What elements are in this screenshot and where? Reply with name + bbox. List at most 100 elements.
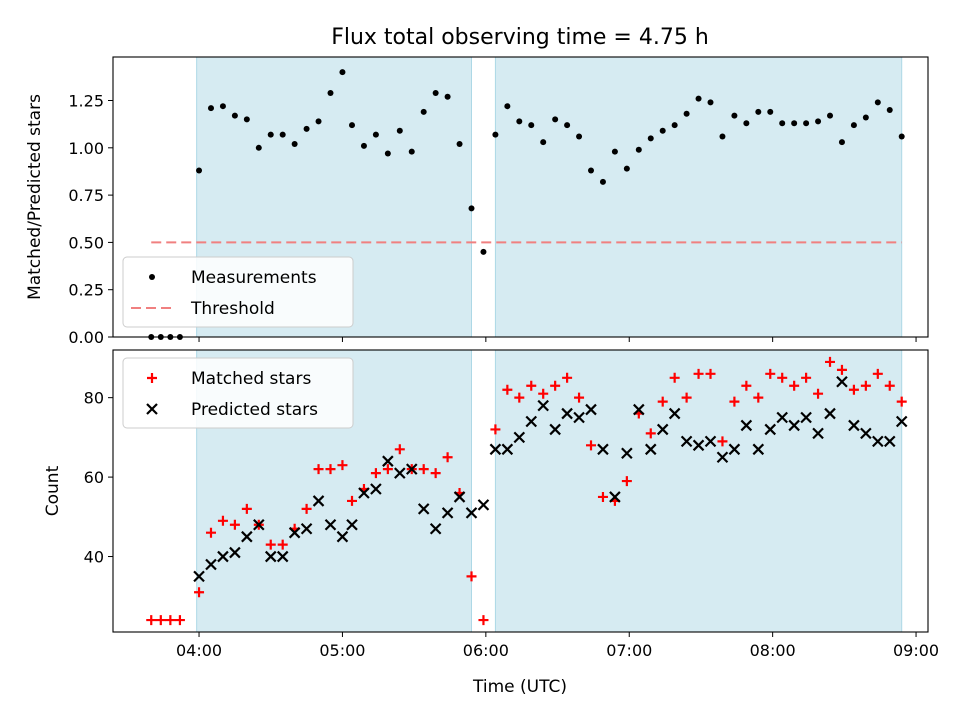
x-point — [883, 435, 896, 448]
x-point — [800, 411, 812, 424]
measurement-point — [743, 120, 750, 127]
plus-point — [645, 428, 656, 439]
measurement-point — [267, 131, 274, 138]
measurement-point — [540, 139, 547, 146]
plus-point — [146, 615, 157, 626]
plus-point — [265, 539, 276, 550]
plus-point — [789, 380, 800, 391]
measurement-point — [671, 122, 678, 129]
x-point — [597, 443, 609, 456]
y-tick-label: 0.50 — [68, 233, 104, 252]
measurement-point — [874, 99, 881, 106]
axes-frame — [112, 56, 929, 338]
x-point — [644, 443, 657, 456]
measurement-point — [791, 120, 798, 127]
plus-point — [370, 468, 381, 479]
x-point — [872, 435, 884, 448]
measurement-point — [803, 120, 810, 127]
plus-point — [514, 392, 525, 403]
x-point — [656, 423, 669, 436]
measurement-point — [707, 99, 714, 106]
y-tick-label: 80 — [84, 389, 104, 408]
measurement-point — [456, 141, 463, 148]
measurement-point — [898, 133, 905, 140]
measurement-point — [623, 165, 630, 172]
measurement-point — [767, 108, 774, 115]
plus-point — [229, 519, 240, 530]
plus-point — [741, 380, 752, 391]
measurement-point — [384, 150, 391, 157]
plus-point — [896, 396, 907, 407]
x-point — [621, 447, 633, 460]
x-point — [441, 507, 454, 519]
x-point — [346, 518, 358, 531]
measurement-point — [719, 133, 726, 140]
x-point — [193, 570, 205, 583]
plus-point — [836, 364, 847, 375]
measurement-point — [315, 118, 322, 125]
plus-point — [301, 503, 312, 514]
x-point — [573, 411, 585, 424]
x-point — [728, 443, 741, 456]
y-tick-label: 0.00 — [68, 328, 104, 347]
x-point — [824, 407, 836, 420]
plus-point — [277, 539, 288, 550]
x-point — [370, 483, 382, 495]
measurement-point — [303, 125, 310, 132]
x-point — [513, 431, 526, 444]
legend-matched-marker — [147, 373, 157, 383]
legend-label: Measurements — [191, 268, 317, 288]
measurement-point — [504, 103, 511, 110]
x-point — [609, 491, 621, 503]
measurement-point — [683, 110, 690, 117]
x-point — [358, 487, 370, 499]
plus-point — [466, 571, 477, 582]
x-point — [501, 443, 514, 456]
x-point — [253, 518, 265, 531]
legend-box — [122, 256, 354, 328]
x-point — [585, 403, 597, 416]
plus-point — [597, 491, 608, 502]
observing-window-band — [494, 349, 903, 633]
measurement-point — [291, 141, 298, 148]
x-point — [680, 435, 693, 448]
plus-point — [430, 468, 441, 479]
measurement-point — [372, 131, 379, 138]
x-point — [549, 423, 561, 436]
observing-window-band — [494, 56, 903, 338]
plus-point — [860, 380, 871, 391]
x-point — [788, 419, 800, 432]
y-tick-label: 0.25 — [68, 281, 104, 300]
measurement-point — [528, 122, 535, 129]
plus-point — [538, 388, 549, 399]
measurement-point — [815, 118, 822, 125]
measurement-point — [516, 118, 523, 125]
measurement-point — [731, 112, 738, 119]
measurement-point — [468, 205, 475, 212]
x-point — [848, 419, 860, 432]
legend: Matched stars Predicted stars — [122, 357, 354, 429]
measurement-point — [243, 116, 250, 123]
x-point — [324, 518, 337, 531]
measurement-point — [480, 248, 487, 255]
measurement-point — [339, 69, 346, 76]
plus-point — [825, 356, 836, 367]
y-tick-label: 60 — [84, 468, 104, 487]
plus-point — [657, 396, 668, 407]
y-tick-label: 1.00 — [68, 139, 104, 158]
x-tick-label: 07:00 — [606, 641, 652, 660]
measurement-point — [850, 122, 857, 129]
x-point — [405, 463, 418, 475]
x-point — [465, 507, 478, 519]
x-point — [264, 550, 277, 563]
x-point — [836, 375, 848, 388]
x-tick-label: 09:00 — [893, 641, 939, 660]
plus-point — [777, 372, 788, 383]
measurement-point — [659, 127, 666, 134]
legend: Measurements Threshold — [122, 256, 354, 328]
measurement-point — [564, 122, 571, 129]
measurement-point — [862, 114, 869, 121]
x-point — [205, 558, 217, 571]
measurement-point — [408, 148, 415, 155]
